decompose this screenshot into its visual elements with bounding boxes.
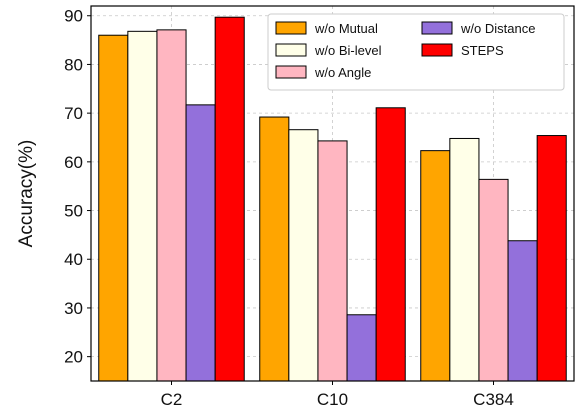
y-tick-label: 40 xyxy=(64,250,83,269)
legend-swatch xyxy=(421,21,453,35)
bar-C2-3 xyxy=(156,29,187,382)
bar-C10-4 xyxy=(346,314,377,382)
bar-C10-2 xyxy=(288,129,319,382)
y-tick-label: 70 xyxy=(64,104,83,123)
y-tick-label: 20 xyxy=(64,348,83,367)
bar-C10-3 xyxy=(317,140,348,382)
bar-C2-1 xyxy=(98,34,129,382)
bar-C2-5 xyxy=(214,16,245,382)
legend-label: w/o Angle xyxy=(314,65,371,80)
legend-label: w/o Mutual xyxy=(314,21,378,36)
y-tick-label: 90 xyxy=(64,7,83,26)
bars xyxy=(98,16,567,382)
x-tick-label: C10 xyxy=(317,390,348,409)
x-axis-ticks: C2 C10 C384 xyxy=(161,381,514,409)
legend-label: w/o Distance xyxy=(460,21,535,36)
legend-swatch xyxy=(275,43,307,57)
bar-C384-1 xyxy=(420,150,451,382)
x-tick-label: C384 xyxy=(473,390,514,409)
legend-box xyxy=(267,13,565,91)
y-tick-label: 30 xyxy=(64,299,83,318)
y-axis-ticks: 20 30 40 50 60 70 80 90 xyxy=(64,7,91,367)
legend-label: STEPS xyxy=(461,43,504,58)
bar-C2-4 xyxy=(185,104,216,382)
legend-label: w/o Bi-level xyxy=(314,43,382,58)
bar-C10-5 xyxy=(375,107,406,382)
y-tick-label: 50 xyxy=(64,202,83,221)
bar-C384-4 xyxy=(507,240,538,382)
legend-swatch xyxy=(275,21,307,35)
bar-C384-2 xyxy=(449,137,480,382)
legend-swatch xyxy=(421,43,453,57)
x-tick-label: C2 xyxy=(161,390,183,409)
y-tick-label: 60 xyxy=(64,153,83,172)
legend: w/o Mutual w/o Bi-level w/o Angle w/o Dista… xyxy=(267,13,565,91)
y-tick-label: 80 xyxy=(64,55,83,74)
legend-swatch xyxy=(275,65,307,79)
bar-C384-3 xyxy=(478,178,509,382)
y-axis-label: Accuracy(%) xyxy=(16,140,37,248)
bar-C384-5 xyxy=(536,135,567,382)
bar-C2-2 xyxy=(127,30,158,382)
bar-C10-1 xyxy=(259,116,290,382)
